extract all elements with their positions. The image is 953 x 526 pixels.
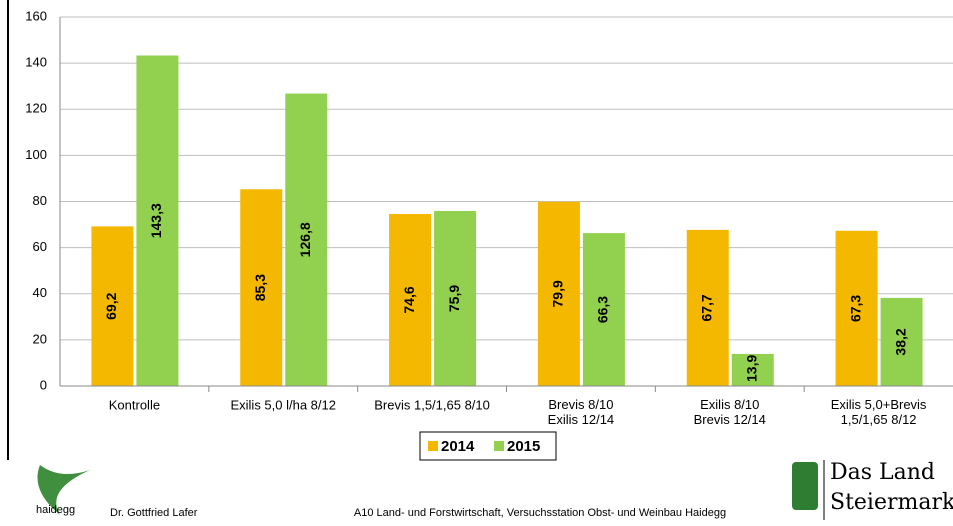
legend-swatch — [428, 441, 438, 451]
value-label: 143,3 — [148, 203, 164, 238]
value-label: 74,6 — [401, 286, 417, 313]
bar — [389, 213, 432, 386]
bar — [582, 233, 625, 386]
bar — [880, 297, 923, 386]
y-tick-label: 0 — [40, 377, 47, 392]
bar — [285, 93, 328, 386]
value-label: 13,9 — [743, 355, 759, 382]
value-label: 67,7 — [698, 294, 714, 321]
value-label: 69,2 — [103, 292, 119, 319]
logo-right: Das Land — [830, 460, 935, 485]
bar — [240, 189, 283, 386]
bar — [91, 226, 134, 386]
bar — [835, 230, 878, 386]
x-tick-label: Exilis 5,0+Brevis 1,5/1,65 8/12 — [831, 397, 927, 427]
x-tick-label: Kontrolle — [109, 397, 160, 412]
y-tick-label: 120 — [25, 101, 47, 116]
value-label: 126,8 — [297, 222, 313, 257]
author: Dr. Gottfried Lafer — [110, 507, 198, 519]
legend-swatch — [494, 441, 504, 451]
bar — [537, 201, 580, 386]
y-tick-label: 40 — [33, 285, 47, 300]
value-label: 85,3 — [252, 274, 268, 301]
x-tick-label: Brevis 1,5/1,65 8/10 — [374, 397, 490, 412]
bar — [686, 229, 729, 386]
coat-of-arms — [792, 462, 818, 510]
legend-label: 2015 — [507, 438, 540, 455]
x-tick-label: Exilis 8/10 Brevis 12/14 — [694, 397, 766, 427]
logo-right: Steiermark — [830, 490, 953, 515]
bar — [136, 55, 179, 386]
value-label: 67,3 — [847, 295, 863, 322]
bar — [731, 353, 774, 386]
x-tick-label: Brevis 8/10 Exilis 12/14 — [548, 397, 614, 427]
y-tick-label: 140 — [25, 55, 47, 70]
y-tick-label: 160 — [25, 8, 47, 23]
legend-box — [419, 431, 557, 461]
value-label: 75,9 — [446, 285, 462, 312]
logo-shape — [37, 465, 90, 515]
y-tick-label: 80 — [33, 193, 47, 208]
institution: A10 Land- und Forstwirtschaft, Versuchss… — [354, 507, 726, 519]
y-tick-label: 100 — [25, 147, 47, 162]
value-label: 79,9 — [550, 280, 566, 307]
value-label: 66,3 — [595, 296, 611, 323]
legend-label: 2014 — [441, 438, 475, 455]
bar — [434, 210, 477, 386]
value-label: 38,2 — [892, 328, 908, 355]
y-tick-label: 60 — [33, 239, 47, 254]
x-tick-label: Exilis 5,0 l/ha 8/12 — [230, 397, 336, 412]
y-tick-label: 20 — [33, 331, 47, 346]
logo-text: haidegg — [36, 504, 75, 516]
